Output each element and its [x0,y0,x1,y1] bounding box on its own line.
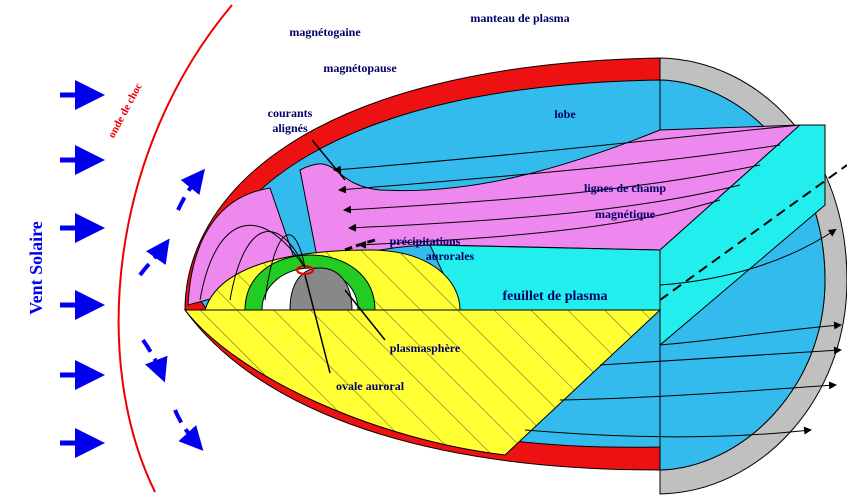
label-manteau: manteau de plasma [470,11,569,25]
label-magnetogaine: magnétogaine [289,25,361,39]
label-feuillet: feuillet de plasma [503,289,608,304]
label-lignes: lignes de champ [584,181,666,195]
label-courants: courants [268,106,313,120]
label-magnetopause: magnétopause [323,61,397,75]
label-precipitations: précipitations [390,234,461,248]
magnetosphere-diagram: Vent Solaire onde de choc magnétogaine m… [0,0,847,496]
solar-wind-arrows [60,95,95,443]
label-aurorales: aurorales [426,249,475,263]
label-vent-solaire: Vent Solaire [26,221,46,315]
label-lobe: lobe [554,107,576,121]
label-ovale: ovale auroral [336,379,405,393]
label-onde-de-choc: onde de choc [106,81,145,140]
label-alignes: alignés [272,121,308,135]
label-magnetique: magnétique [595,207,656,221]
label-plasmasphere: plasmasphère [390,341,461,355]
